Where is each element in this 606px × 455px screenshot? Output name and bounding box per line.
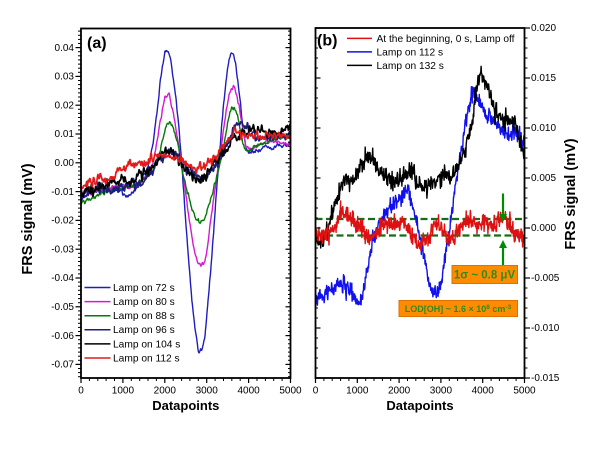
svg-text:4000: 4000 xyxy=(472,386,495,397)
svg-text:0.005: 0.005 xyxy=(531,173,556,184)
svg-text:0.02: 0.02 xyxy=(55,100,75,111)
svg-text:-0.005: -0.005 xyxy=(531,273,560,284)
svg-text:-0.015: -0.015 xyxy=(531,373,560,384)
svg-text:-0.05: -0.05 xyxy=(51,302,74,313)
svg-text:-0.07: -0.07 xyxy=(51,360,74,371)
svg-text:3000: 3000 xyxy=(430,386,453,397)
svg-text:0.01: 0.01 xyxy=(55,129,75,140)
svg-text:3000: 3000 xyxy=(196,386,219,397)
svg-text:-0.06: -0.06 xyxy=(51,331,74,342)
svg-text:-0.04: -0.04 xyxy=(51,273,74,284)
svg-text:0.03: 0.03 xyxy=(55,72,75,83)
svg-text:(b): (b) xyxy=(317,33,337,50)
svg-text:Lamp on 96 s: Lamp on 96 s xyxy=(113,325,175,336)
svg-text:Lamp on 112 s: Lamp on 112 s xyxy=(377,47,444,58)
svg-text:0.020: 0.020 xyxy=(531,23,556,34)
svg-text:Datapoints: Datapoints xyxy=(386,398,453,413)
svg-text:1000: 1000 xyxy=(112,386,135,397)
svg-text:FRS signal (mV): FRS signal (mV) xyxy=(20,163,36,274)
svg-text:0.010: 0.010 xyxy=(531,123,556,134)
svg-text:1000: 1000 xyxy=(346,386,369,397)
svg-text:2000: 2000 xyxy=(388,386,411,397)
svg-text:Lamp on 112 s: Lamp on 112 s xyxy=(113,353,180,364)
svg-text:-0.02: -0.02 xyxy=(51,216,74,227)
svg-text:Lamp on 80 s: Lamp on 80 s xyxy=(113,297,175,308)
svg-text:-0.01: -0.01 xyxy=(51,187,74,198)
svg-text:0.000: 0.000 xyxy=(531,223,556,234)
svg-text:0.015: 0.015 xyxy=(531,73,556,84)
svg-text:Lamp on 88 s: Lamp on 88 s xyxy=(113,311,175,322)
svg-text:-0.010: -0.010 xyxy=(531,323,560,334)
svg-text:2000: 2000 xyxy=(154,386,177,397)
svg-text:-0.03: -0.03 xyxy=(51,244,74,255)
svg-text:5000: 5000 xyxy=(513,386,536,397)
svg-text:4000: 4000 xyxy=(237,386,260,397)
svg-text:FRS signal (mV): FRS signal (mV) xyxy=(563,138,579,249)
svg-text:Lamp on 72 s: Lamp on 72 s xyxy=(113,283,175,294)
svg-text:0.00: 0.00 xyxy=(55,158,75,169)
svg-text:1σ ~ 0.8 μV: 1σ ~ 0.8 μV xyxy=(454,270,516,282)
svg-text:5000: 5000 xyxy=(279,386,302,397)
svg-text:0.04: 0.04 xyxy=(55,43,75,54)
svg-text:Lamp on 104 s: Lamp on 104 s xyxy=(113,339,180,350)
svg-text:At the beginning, 0 s, Lamp of: At the beginning, 0 s, Lamp off xyxy=(377,34,515,45)
svg-text:0: 0 xyxy=(313,386,319,397)
svg-text:LOD[OH] ~ 1.6 × 108 cm-3: LOD[OH] ~ 1.6 × 108 cm-3 xyxy=(405,304,512,314)
svg-text:(a): (a) xyxy=(87,35,107,52)
svg-text:Datapoints: Datapoints xyxy=(152,398,219,413)
svg-text:0: 0 xyxy=(78,386,84,397)
svg-text:Lamp on 132 s: Lamp on 132 s xyxy=(377,61,444,72)
